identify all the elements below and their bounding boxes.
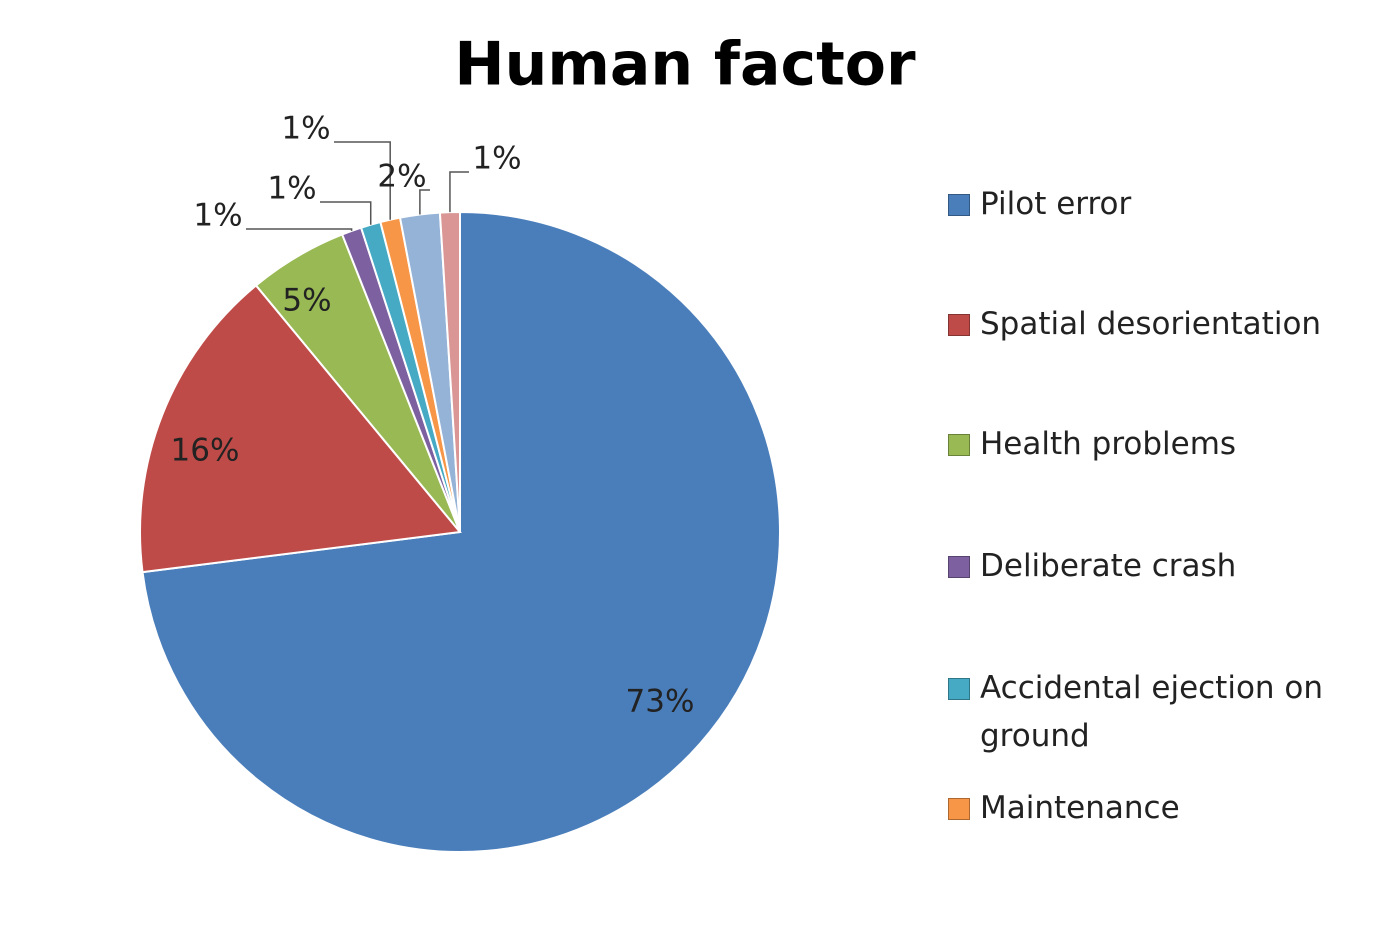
legend-swatch bbox=[948, 314, 970, 336]
data-label: 73% bbox=[626, 684, 695, 720]
leader-line bbox=[419, 189, 430, 215]
leader-line bbox=[246, 228, 353, 231]
data-label: 2% bbox=[377, 159, 426, 195]
pie-slice bbox=[139, 284, 462, 574]
data-label: 1% bbox=[267, 171, 316, 207]
data-label: 1% bbox=[472, 141, 521, 177]
legend-swatch bbox=[948, 434, 970, 456]
legend-label: Accidental ejection on ground bbox=[980, 670, 1324, 754]
leader-line bbox=[449, 171, 469, 213]
legend-item: Accidental ejection on ground bbox=[948, 664, 1358, 760]
legend-item: Pilot error bbox=[948, 180, 1358, 228]
leader-line bbox=[334, 141, 391, 220]
data-label: 1% bbox=[193, 198, 242, 234]
legend-label: Pilot error bbox=[980, 186, 1132, 222]
legend-label: Maintenance bbox=[980, 790, 1180, 826]
data-label: 1% bbox=[281, 111, 330, 147]
legend-swatch bbox=[948, 194, 970, 216]
legend-item: Deliberate crash bbox=[948, 542, 1358, 590]
legend-swatch bbox=[948, 556, 970, 578]
legend-item: Health problems bbox=[948, 420, 1358, 468]
legend-item: Spatial desorientation bbox=[948, 300, 1358, 348]
legend-swatch bbox=[948, 678, 970, 700]
legend-item: Maintenance bbox=[948, 784, 1358, 832]
data-label: 16% bbox=[171, 433, 240, 469]
data-label: 5% bbox=[282, 283, 331, 319]
leader-line bbox=[320, 201, 372, 225]
legend-label: Deliberate crash bbox=[980, 548, 1237, 584]
legend-label: Spatial desorientation bbox=[980, 306, 1322, 342]
chart-title: Human factor bbox=[454, 30, 916, 100]
legend-label: Health problems bbox=[980, 426, 1237, 462]
legend-swatch bbox=[948, 798, 970, 820]
